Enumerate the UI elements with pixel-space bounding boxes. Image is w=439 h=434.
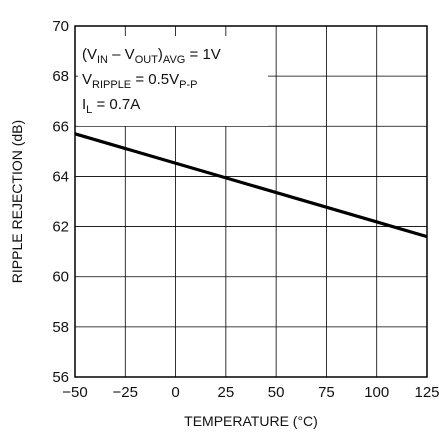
y-tick-label: 66 — [52, 118, 69, 135]
y-axis-title: RIPPLE REJECTION (dB) — [9, 120, 25, 283]
grid — [74, 25, 428, 378]
x-tick-label: 100 — [364, 384, 389, 401]
x-tick-label: 50 — [268, 384, 285, 401]
annotation-line-3: IL = 0.7A — [82, 96, 140, 116]
x-tick-label: −50 — [62, 384, 87, 401]
y-tick-label: 64 — [52, 168, 69, 185]
x-axis-title: TEMPERATURE (°C) — [184, 413, 318, 429]
x-tick-label: 25 — [218, 384, 235, 401]
x-tick-label: −25 — [113, 384, 138, 401]
y-tick-label: 56 — [52, 369, 69, 386]
x-tick-label: 125 — [414, 384, 439, 401]
annotation-line-1: (VIN – VOUT)AVG = 1V — [82, 46, 221, 66]
y-tick-label: 68 — [52, 68, 69, 85]
y-axis-tick-labels: 56 58 60 62 64 66 68 70 — [52, 18, 69, 386]
annotation-line-2: VRIPPLE = 0.5VP-P — [82, 71, 197, 91]
y-tick-label: 70 — [52, 18, 69, 35]
plot-frame — [74, 25, 428, 378]
x-axis-tick-labels: −50 −25 0 25 50 75 100 125 — [62, 384, 439, 401]
y-tick-label: 58 — [52, 319, 69, 336]
y-tick-label: 60 — [52, 269, 69, 286]
y-tick-label: 62 — [52, 219, 69, 236]
series-line-0 — [74, 132, 428, 239]
x-tick-label: 75 — [318, 384, 335, 401]
series-lines — [74, 132, 428, 239]
x-tick-label: 0 — [171, 384, 179, 401]
annotation-background — [78, 36, 268, 126]
